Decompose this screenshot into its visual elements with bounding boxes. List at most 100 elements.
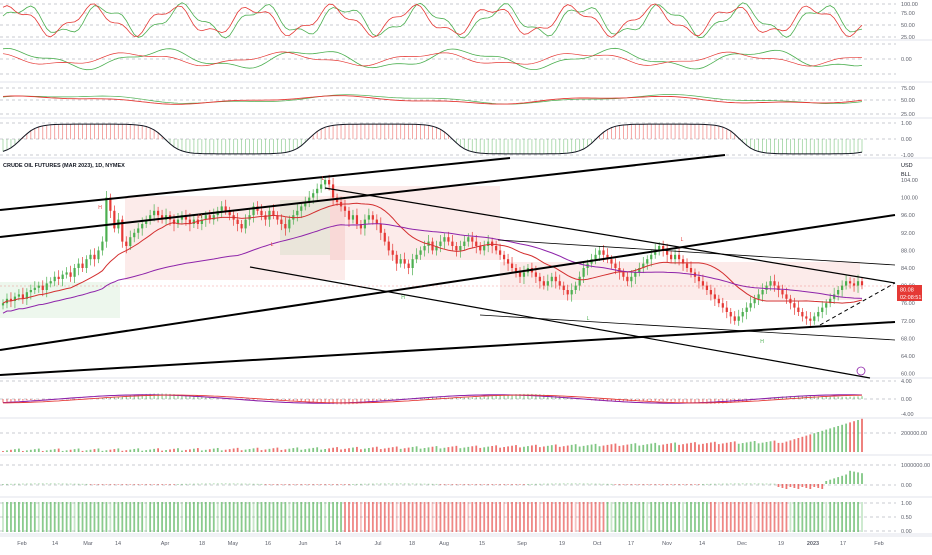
volume-bar <box>69 449 72 452</box>
volume-bar <box>411 446 414 452</box>
trend-bar <box>793 502 796 532</box>
flow-bar <box>280 484 283 485</box>
volume-bar <box>666 443 669 452</box>
flow-bar <box>224 483 227 485</box>
trend-bar <box>837 502 840 532</box>
volume-bar <box>85 450 88 452</box>
x-tick-label: 18 <box>409 541 415 547</box>
pivot-marker: H <box>401 295 405 301</box>
trend-bar <box>797 502 800 532</box>
trend-bar <box>367 502 370 532</box>
trend-bar <box>220 502 223 532</box>
candle-body <box>550 276 553 282</box>
flow-bar <box>256 483 259 485</box>
candle-body <box>415 254 418 260</box>
candle-body <box>848 281 852 284</box>
trend-bar <box>276 502 279 532</box>
flow-bar <box>348 484 350 485</box>
volume-bar <box>220 450 223 452</box>
trend-bar <box>499 502 502 532</box>
trend-bar <box>419 502 422 532</box>
flow-bar <box>467 484 470 485</box>
candle-body <box>411 259 414 268</box>
trend-bar <box>300 502 303 532</box>
trend-bar <box>196 502 199 532</box>
volume-bar <box>606 444 609 452</box>
trend-bar <box>53 502 56 532</box>
flow-bar <box>165 484 167 485</box>
volume-bar <box>232 448 235 452</box>
candle-body <box>467 237 470 242</box>
flow-bar <box>570 483 573 485</box>
candle-body <box>125 241 128 246</box>
flow-bar <box>399 483 402 485</box>
flow-bar <box>439 484 442 485</box>
price-panel[interactable]: 60.0064.0068.0072.0076.0080.0084.0088.00… <box>0 154 932 379</box>
candle-body <box>9 298 13 301</box>
volume-bar <box>813 433 816 452</box>
volume-bar <box>256 447 259 452</box>
candle-body <box>542 281 545 286</box>
volume-bar <box>73 449 76 452</box>
x-tick-label: 2023 <box>807 541 819 547</box>
rsi-slow-line <box>2 3 863 38</box>
candle-body <box>646 259 649 264</box>
macd-panel: 4.00 0.00 -4.00 <box>0 379 932 419</box>
volume-bar <box>260 450 263 452</box>
trend-bar <box>41 502 44 532</box>
rsi-fast-line <box>2 2 863 39</box>
trend-bar <box>853 502 855 532</box>
trend-bar <box>777 502 780 532</box>
volume-bar <box>6 450 8 452</box>
flow-bar <box>57 483 60 485</box>
candle-body <box>375 219 378 224</box>
candle-body <box>491 241 494 246</box>
candle-body <box>443 237 446 242</box>
trend-bar <box>650 502 653 532</box>
volume-bar <box>14 449 16 452</box>
x-tick-label: 17 <box>628 541 634 547</box>
flow-bar <box>698 484 700 485</box>
trend-bar <box>662 502 665 532</box>
trend-bar <box>352 502 354 532</box>
volume-bar <box>228 449 231 452</box>
candle-body <box>45 283 48 290</box>
candle-body <box>570 290 573 295</box>
trend-bar <box>773 502 776 532</box>
volume-bar <box>101 450 104 452</box>
trend-bar <box>534 502 537 532</box>
trend-bar <box>606 502 609 532</box>
trend-line <box>0 214 896 351</box>
candle-body <box>487 241 490 246</box>
trend-bar <box>280 502 283 532</box>
flow-bar <box>149 484 152 485</box>
volume-bar <box>785 441 788 452</box>
volume-bar <box>93 449 96 452</box>
flow-bar <box>713 483 716 485</box>
volume-bar <box>586 445 589 452</box>
x-tick-label: 16 <box>265 541 271 547</box>
flow-bar <box>554 483 557 485</box>
volume-bar <box>125 450 128 452</box>
volume-bar <box>507 446 509 452</box>
volume-bar <box>363 448 366 452</box>
price-tick-label: 76.00 <box>901 301 915 307</box>
flow-bar <box>491 484 494 485</box>
candle-body <box>785 294 788 299</box>
volume-bar <box>570 444 573 452</box>
volume-bar <box>562 446 565 452</box>
flow-bar <box>185 483 187 485</box>
candle-body <box>506 259 510 264</box>
x-tick-label: 17 <box>840 541 846 547</box>
trend-bar <box>857 502 859 532</box>
trend-bar <box>6 502 8 532</box>
volume-bar <box>25 450 28 452</box>
candle-body <box>729 312 732 317</box>
flow-bar <box>837 477 840 484</box>
osc-tick-label: -1.00 <box>901 153 914 159</box>
projected-trend-line <box>819 282 896 326</box>
trend-bar <box>232 502 235 532</box>
obv-panel: 1000000.00 0.00 <box>0 463 932 498</box>
